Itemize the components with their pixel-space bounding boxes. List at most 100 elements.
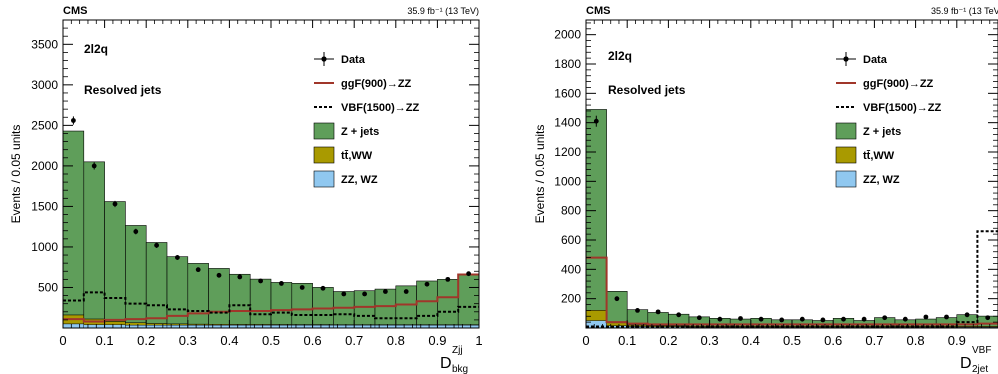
right-data-point: [882, 315, 888, 321]
right-legend-entry-data: Data: [836, 52, 888, 66]
left-data-point: [466, 271, 471, 277]
right-x-axis-label-main: D: [960, 355, 972, 372]
left-data-point: [195, 267, 201, 273]
left-zjets-bar: [249, 278, 272, 325]
right-data-point: [696, 315, 702, 321]
left-channel-label: 2l2q: [84, 42, 108, 56]
right-x-axis-label: D VBF 2jet: [960, 345, 991, 374]
left-data-point: [133, 229, 139, 234]
left-y-axis-label: Events / 0.05 units: [9, 125, 23, 224]
right-ttww-bar: [606, 322, 628, 327]
left-legend-label-vbf: VBF(1500)→ZZ: [341, 102, 420, 114]
left-legend-data-marker: [321, 56, 327, 62]
right-x-tick-label: 0.2: [659, 333, 677, 348]
left-data-point: [320, 285, 326, 291]
left-y-tick-label: 3500: [31, 37, 58, 51]
left-x-tick-label: 0: [59, 333, 66, 348]
left-x-tick-label: 0.4: [220, 333, 238, 348]
right-plot-frame: [585, 19, 998, 329]
right-data-point: [614, 296, 620, 302]
left-data-point: [258, 278, 263, 284]
right-legend-label-zjets: Z + jets: [863, 126, 901, 138]
right-zjets-bar: [585, 109, 607, 311]
left-data-point: [216, 272, 222, 278]
left-x-axis-label-sub: bkg: [452, 364, 468, 374]
right-y-tick-label: 600: [561, 233, 581, 247]
left-zjets-bar: [270, 282, 293, 325]
right-x-axis-label-sub: 2jet: [972, 364, 988, 374]
right-legend-label-vbf: VBF(1500)→ZZ: [863, 102, 942, 114]
left-zjets-bar: [229, 273, 251, 325]
right-legend-entry-ttww: tt̄,WW: [835, 146, 895, 164]
left-zjets-bar: [457, 274, 480, 326]
left-zzwz-bar: [62, 323, 84, 329]
right-y-axis-label: Events / 0.05 units: [533, 125, 547, 224]
right-data-point: [635, 308, 640, 313]
right-legend-entry-zzwz: ZZ, WZ: [835, 170, 900, 188]
left-lumi-label: 35.9 fb⁻¹ (13 TeV): [407, 6, 479, 16]
left-legend-zzwz-swatch: [313, 170, 335, 188]
left-legend-entry-zzwz: ZZ, WZ: [313, 170, 378, 188]
right-ttww-bar: [585, 310, 607, 321]
right-data-point: [861, 316, 867, 322]
right-data-point: [738, 316, 743, 321]
right-legend-zzwz-swatch: [835, 170, 857, 188]
right-legend-label-zzwz: ZZ, WZ: [863, 174, 900, 186]
left-legend-label-ggf: ggF(900)→ZZ: [341, 78, 412, 90]
left-zjets-bar: [104, 201, 126, 322]
right-legend-entry-vbf: VBF(1500)→ZZ: [836, 102, 942, 114]
left-zjets-bar: [416, 280, 438, 326]
right-channel-label: 2l2q: [608, 49, 632, 63]
right-zjets-bar: [606, 291, 628, 324]
left-zjets-bar: [312, 287, 334, 325]
left-x-axis-label: D Zjj bkg: [440, 345, 468, 374]
left-zjets-bar: [83, 161, 105, 320]
right-y-tick-label: 1200: [554, 145, 581, 159]
left-legend-entry-vbf: VBF(1500)→ZZ: [314, 102, 420, 114]
right-data-point: [944, 314, 949, 320]
left-legend-entry-zjets: Z + jets: [313, 122, 379, 140]
left-data-point: [175, 255, 180, 260]
right-category-label: Resolved jets: [608, 83, 686, 97]
left-data-point: [362, 291, 367, 297]
left-x-tick-label: 0.5: [262, 333, 280, 348]
right-legend-zjets-swatch: [835, 122, 857, 140]
right-legend-ttww-swatch: [835, 146, 857, 164]
left-legend-entry-data: Data: [314, 52, 366, 66]
right-y-tick-label: 1400: [554, 116, 581, 130]
left-y-tick-label: 500: [38, 280, 58, 294]
left-zjets-bar: [166, 256, 189, 325]
left-zjets-bar: [125, 225, 147, 324]
right-data-point: [655, 309, 661, 315]
left-legend-zjets-swatch: [313, 122, 335, 140]
right-x-tick-label: 0.8: [907, 333, 925, 348]
right-x-tick-label: 0.7: [865, 333, 883, 348]
left-legend-ttww-swatch: [313, 146, 335, 164]
left-x-tick-label: 1: [475, 333, 482, 348]
right-x-tick-label: 0: [582, 333, 589, 348]
left-ttww-bar: [145, 323, 168, 326]
left-x-tick-label: 0.7: [345, 333, 363, 348]
right-x-tick-label: 0.1: [618, 333, 636, 348]
right-data-point: [717, 316, 723, 322]
left-chart-panel: CMS 35.9 fb⁻¹ (13 TeV) 2l2q Resolved jet…: [9, 5, 483, 374]
left-y-tick-label: 2000: [31, 159, 58, 173]
right-data-point: [923, 314, 929, 320]
right-data-point: [676, 312, 682, 318]
left-legend-label-zjets: Z + jets: [341, 126, 379, 138]
left-data-point: [383, 289, 388, 294]
right-legend-data-marker: [843, 56, 849, 62]
left-x-tick-label: 0.3: [179, 333, 197, 348]
right-legend-label-ttww: tt̄,WW: [863, 150, 895, 162]
right-legend-entry-zjets: Z + jets: [835, 122, 901, 140]
left-data-point: [279, 281, 284, 286]
left-category-label: Resolved jets: [84, 83, 162, 97]
left-data-point: [299, 285, 305, 290]
right-data-point: [985, 315, 991, 321]
left-y-tick-label: 2500: [31, 118, 58, 132]
left-legend: Data ggF(900)→ZZ VBF(1500)→ZZ Z + jets tt̄,W…: [313, 52, 420, 188]
left-plot-layer: [62, 116, 480, 329]
right-data-point: [820, 317, 826, 323]
right-x-tick-label: 0.6: [824, 333, 842, 348]
left-vbf-signal-line: [63, 291, 479, 320]
